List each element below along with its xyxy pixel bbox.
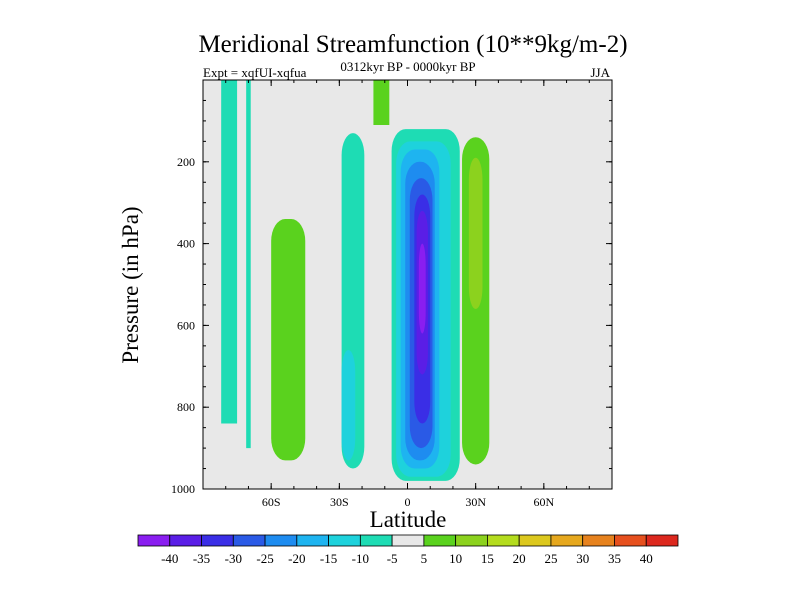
colorbar-label: 10: [449, 551, 462, 566]
colorbar-label: 25: [544, 551, 557, 566]
colorbar-box: [137, 534, 171, 547]
contour-region-sh-subtropical-core: [341, 349, 356, 461]
colorbar-box: [264, 534, 298, 547]
colorbar-box: [296, 534, 329, 547]
colorbar-label: 30: [576, 551, 589, 566]
x-tick-label: 30N: [465, 495, 486, 509]
x-tick-label: 60S: [262, 495, 281, 509]
contour-region-sh-polar-strip-b: [246, 80, 251, 449]
y-tick-label: 600: [177, 318, 195, 332]
x-tick-label: 0: [405, 495, 411, 509]
colorbar-box: [169, 534, 202, 547]
colorbar-box: [359, 534, 393, 547]
colorbar-box: [614, 534, 647, 547]
colorbar-box: [328, 534, 361, 547]
colorbar-box: [391, 534, 425, 547]
colorbar-label: 35: [608, 551, 621, 566]
x-axis-title: Latitude: [370, 507, 447, 532]
colorbar-label: 20: [513, 551, 526, 566]
y-tick-label: 200: [177, 155, 195, 169]
colorbar-label: -35: [193, 551, 210, 566]
colorbar-label: -25: [256, 551, 273, 566]
colorbar-label: -10: [352, 551, 369, 566]
colorbar-box: [645, 534, 679, 547]
colorbar-box: [232, 534, 266, 547]
chart-title: Meridional Streamfunction (10**9kg/m-2): [198, 31, 627, 58]
y-tick-label: 400: [177, 237, 195, 251]
contour-region-sh-midlat-positive: [271, 219, 306, 461]
contour-regions: [221, 80, 490, 481]
y-axis-title: Pressure (in hPa): [118, 206, 143, 363]
colorbar-label: -15: [320, 551, 337, 566]
colorbar-box: [423, 534, 457, 547]
colorbar-box: [518, 534, 552, 547]
colorbar: -40 -35 -30 -25 -20 -15 -10 -5 5 10 15 20 25 30 35 40: [137, 534, 679, 566]
colorbar-box: [487, 534, 520, 547]
colorbar-label: -30: [225, 551, 242, 566]
colorbar-label: -20: [288, 551, 305, 566]
contour-region-equatorial-cell-40: [418, 243, 426, 334]
colorbar-label: -5: [387, 551, 398, 566]
experiment-annotation: Expt = xqfUI-xqfua: [203, 65, 307, 80]
x-tick-label: 30S: [330, 495, 349, 509]
contour-region-sh-upper-positive: [373, 80, 390, 125]
contour-region-sh-polar-strip-a: [221, 80, 238, 424]
y-tick-label: 1000: [171, 482, 195, 496]
period-annotation: 0312kyr BP - 0000kyr BP: [340, 59, 475, 74]
colorbar-label: 5: [421, 551, 428, 566]
colorbar-label: -40: [161, 551, 178, 566]
contour-region-nh-subtropical-core: [468, 157, 483, 310]
y-tick-label: 800: [177, 400, 195, 414]
colorbar-box: [550, 534, 584, 547]
colorbar-box: [582, 534, 615, 547]
colorbar-label: 40: [640, 551, 653, 566]
x-tick-label: 60N: [533, 495, 554, 509]
colorbar-label: 15: [481, 551, 494, 566]
axis-ticks: 60S 30S 0 30N 60N 200 400 600 800 1000: [171, 80, 613, 509]
colorbar-box: [201, 534, 234, 547]
colorbar-box: [455, 534, 488, 547]
season-annotation: JJA: [590, 65, 610, 80]
